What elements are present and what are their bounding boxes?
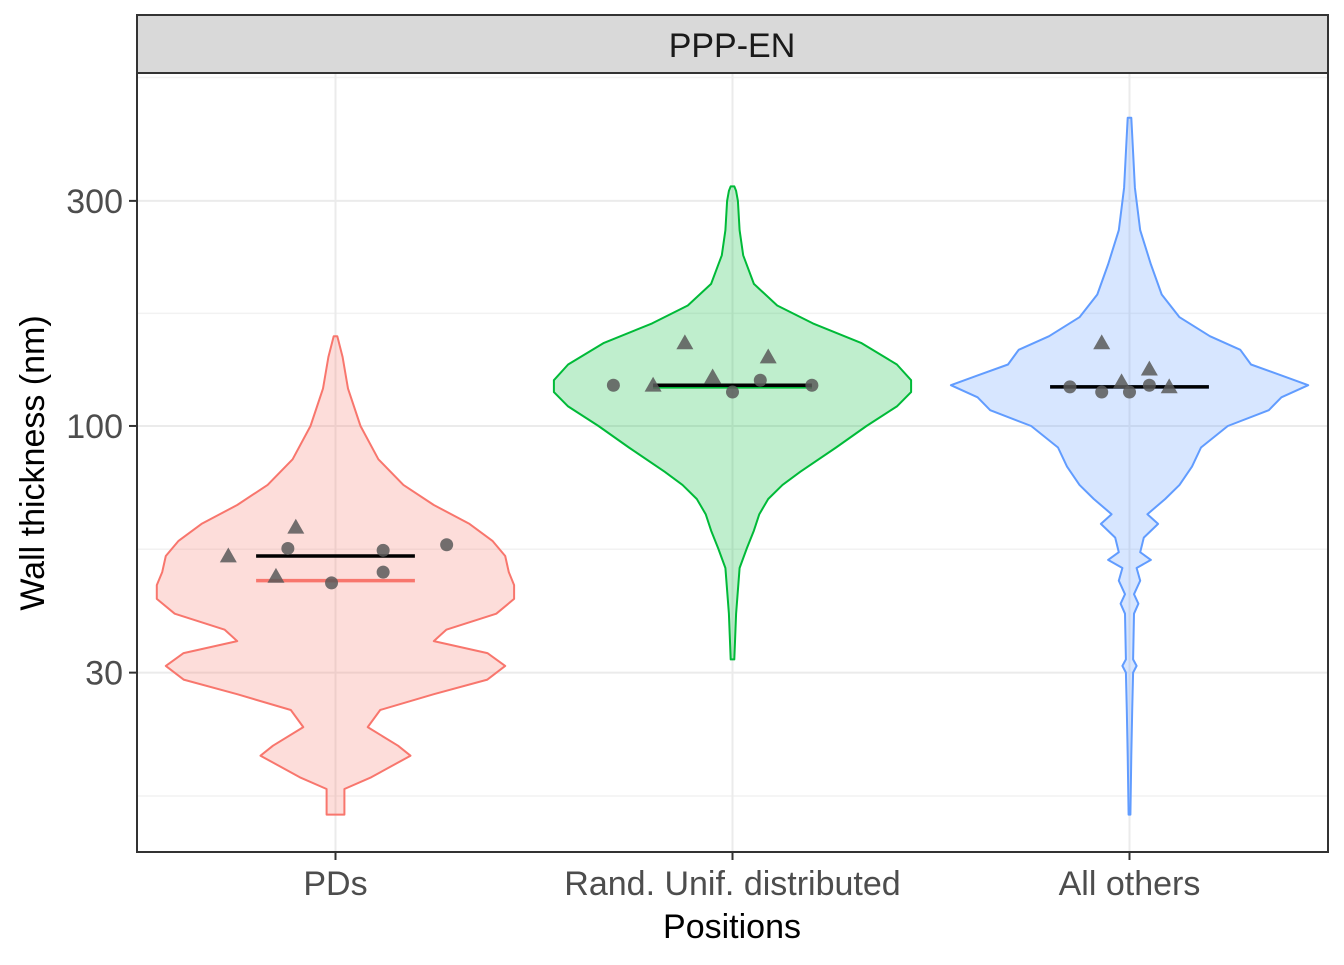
point-circle (1063, 380, 1077, 394)
violin (552, 185, 913, 661)
point-circle (805, 378, 819, 392)
x-tick-label: PDs (303, 865, 367, 903)
gridlines (137, 73, 1328, 852)
point-triangle (287, 518, 305, 534)
axes: 30 100 300 PDs Rand. Unif. distributed All ot… (66, 183, 1200, 903)
point-circle (1123, 385, 1136, 399)
point-triangle (1160, 378, 1178, 394)
point-triangle (1093, 334, 1111, 350)
facet-title: PPP-EN (669, 27, 796, 65)
point-circle (1142, 378, 1156, 392)
y-tick-label: 30 (85, 655, 123, 693)
point-triangle (676, 334, 694, 350)
point-circle (281, 541, 295, 555)
point-triangle (644, 376, 662, 392)
x-tick-label: All others (1059, 865, 1201, 903)
point-triangle (1140, 360, 1158, 376)
violin (949, 116, 1310, 816)
point-circle (726, 385, 739, 399)
y-axis-title: Wall thickness (nm) (14, 315, 52, 610)
point-circle (376, 565, 390, 579)
facet-strip (136, 14, 1329, 74)
data-points (219, 334, 1178, 590)
point-circle (606, 378, 620, 392)
point-triangle (759, 348, 777, 364)
point-triangle (1113, 373, 1131, 389)
point-triangle (219, 547, 237, 563)
violins (155, 116, 1310, 816)
point-circle (440, 538, 454, 552)
y-tick-label: 100 (66, 408, 123, 446)
point-circle (753, 373, 767, 387)
point-circle (376, 543, 390, 557)
violin (155, 335, 516, 816)
x-tick-label: Rand. Unif. distributed (564, 865, 900, 903)
y-tick-label: 300 (66, 183, 123, 221)
x-axis-title: Positions (663, 908, 801, 946)
point-triangle (704, 368, 722, 384)
point-circle (325, 576, 339, 590)
point-triangle (267, 567, 285, 583)
point-circle (1095, 385, 1109, 399)
